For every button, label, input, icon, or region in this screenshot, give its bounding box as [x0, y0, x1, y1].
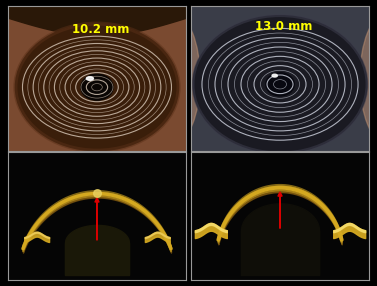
Point	[94, 190, 100, 195]
Text: 10.2 mm: 10.2 mm	[72, 23, 129, 36]
Text: 13.0 mm: 13.0 mm	[255, 20, 312, 33]
Ellipse shape	[81, 74, 113, 100]
Ellipse shape	[266, 73, 294, 96]
Ellipse shape	[272, 74, 277, 77]
Ellipse shape	[147, 13, 200, 144]
Ellipse shape	[193, 16, 367, 153]
Ellipse shape	[15, 24, 179, 151]
Ellipse shape	[360, 13, 377, 144]
Ellipse shape	[86, 77, 93, 80]
